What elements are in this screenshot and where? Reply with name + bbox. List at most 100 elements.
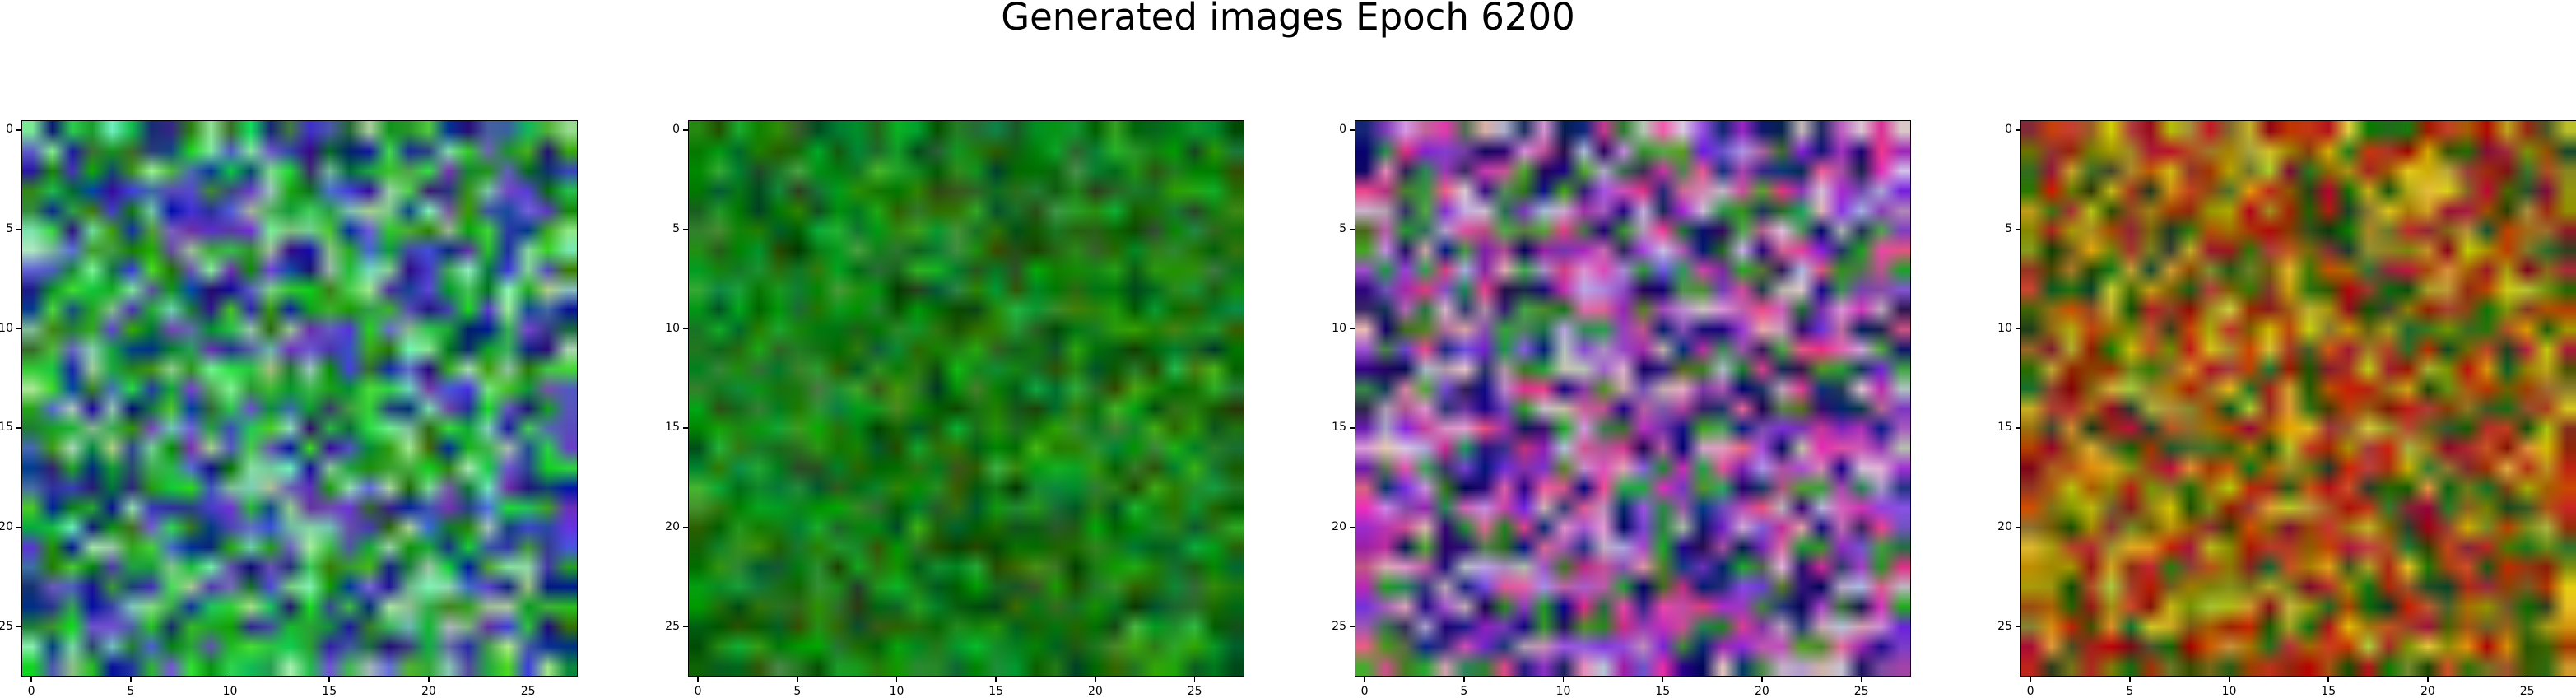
y-tick-mark (2016, 527, 2020, 528)
y-tick-label: 5 (6, 221, 13, 235)
image-panel-3 (1355, 120, 1911, 677)
x-tick-mark (2327, 677, 2329, 682)
y-tick-label: 20 (1332, 519, 1346, 533)
x-tick-label: 5 (793, 685, 802, 698)
y-tick-mark (1350, 129, 1355, 131)
x-tick-mark (2129, 677, 2131, 682)
x-tick-mark (1463, 677, 1465, 682)
y-tick-label: 5 (672, 221, 680, 235)
x-tick-mark (1193, 677, 1196, 682)
x-tick-mark (2030, 677, 2031, 682)
image-panel-4 (2020, 120, 2576, 677)
y-tick-mark (2016, 129, 2020, 131)
y-tick-label: 15 (665, 421, 680, 435)
y-tick-label: 10 (1332, 321, 1346, 335)
x-tick-mark (1364, 677, 1365, 682)
generated-image-4 (2021, 121, 2576, 676)
x-tick-mark (30, 677, 32, 682)
x-tick-label: 15 (322, 685, 337, 698)
y-tick-mark (16, 129, 21, 131)
x-tick-mark (995, 677, 997, 682)
y-tick-label: 5 (1339, 221, 1346, 235)
generated-image-2 (689, 121, 1244, 676)
y-tick-label: 10 (665, 321, 680, 335)
x-tick-mark (328, 677, 330, 682)
x-tick-label: 20 (1088, 685, 1103, 698)
x-tick-label: 20 (421, 685, 436, 698)
x-tick-label: 10 (2221, 685, 2237, 698)
x-tick-mark (895, 677, 898, 682)
x-tick-label: 5 (2126, 685, 2134, 698)
x-tick-label: 25 (2519, 685, 2535, 698)
x-tick-label: 5 (127, 685, 135, 698)
y-tick-mark (16, 626, 21, 628)
generated-image-1 (22, 121, 577, 676)
y-tick-label: 10 (1997, 321, 2012, 335)
x-tick-mark (1095, 677, 1096, 682)
y-tick-label: 15 (0, 421, 13, 435)
y-tick-mark (16, 229, 21, 230)
image-panel-1 (21, 120, 578, 677)
y-tick-mark (2016, 626, 2020, 628)
y-tick-mark (16, 527, 21, 528)
y-tick-mark (2016, 427, 2020, 429)
y-tick-label: 25 (1332, 619, 1346, 633)
y-tick-mark (1350, 626, 1355, 628)
y-tick-label: 25 (665, 619, 680, 633)
y-tick-mark (683, 527, 688, 528)
y-tick-mark (16, 427, 21, 429)
x-tick-label: 25 (1853, 685, 1869, 698)
x-tick-mark (1761, 677, 1763, 682)
y-tick-label: 20 (1997, 519, 2012, 533)
x-tick-label: 25 (520, 685, 536, 698)
x-tick-mark (1562, 677, 1565, 682)
x-tick-label: 10 (889, 685, 904, 698)
y-tick-label: 20 (0, 519, 13, 533)
y-tick-mark (683, 129, 688, 131)
x-tick-label: 20 (2420, 685, 2435, 698)
x-tick-label: 15 (988, 685, 1004, 698)
y-tick-label: 0 (672, 123, 680, 137)
image-panel-2 (688, 120, 1244, 677)
y-tick-mark (1350, 427, 1355, 429)
y-tick-mark (1350, 527, 1355, 528)
y-tick-label: 0 (1339, 123, 1346, 137)
x-tick-label: 25 (1187, 685, 1202, 698)
y-tick-label: 15 (1332, 421, 1346, 435)
x-tick-label: 0 (1360, 685, 1369, 698)
x-tick-mark (229, 677, 231, 682)
x-tick-mark (428, 677, 430, 682)
x-tick-mark (1662, 677, 1663, 682)
y-tick-label: 10 (0, 321, 13, 335)
y-tick-mark (683, 229, 688, 230)
x-tick-label: 15 (1655, 685, 1671, 698)
x-tick-label: 0 (2026, 685, 2034, 698)
y-tick-label: 15 (1997, 421, 2012, 435)
generated-image-3 (1355, 121, 1910, 676)
x-tick-label: 0 (27, 685, 35, 698)
y-tick-mark (1350, 229, 1355, 230)
chart-title: Generated images Epoch 6200 (1001, 0, 1575, 39)
x-tick-mark (2526, 677, 2528, 682)
x-tick-label: 10 (222, 685, 238, 698)
y-tick-label: 0 (2005, 123, 2012, 137)
x-tick-label: 0 (694, 685, 702, 698)
y-tick-label: 20 (665, 519, 680, 533)
x-tick-label: 10 (1555, 685, 1571, 698)
y-tick-mark (2016, 328, 2020, 330)
y-tick-label: 0 (6, 123, 13, 137)
x-tick-mark (697, 677, 699, 682)
y-tick-label: 25 (0, 619, 13, 633)
x-tick-mark (797, 677, 798, 682)
x-tick-mark (1860, 677, 1862, 682)
y-tick-label: 25 (1997, 619, 2012, 633)
y-tick-mark (683, 328, 688, 330)
y-tick-label: 5 (2005, 221, 2012, 235)
y-tick-mark (2016, 229, 2020, 230)
y-tick-mark (683, 626, 688, 628)
x-tick-mark (527, 677, 529, 682)
x-tick-mark (2228, 677, 2230, 682)
x-tick-mark (130, 677, 132, 682)
x-tick-label: 5 (1460, 685, 1468, 698)
y-tick-mark (16, 328, 21, 330)
